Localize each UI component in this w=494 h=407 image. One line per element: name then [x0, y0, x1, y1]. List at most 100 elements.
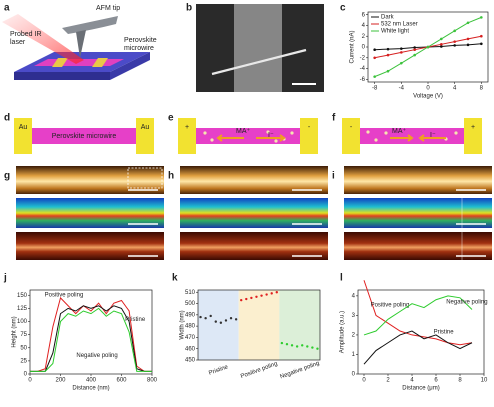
y-tick-label: 50 [20, 345, 27, 351]
data-point [270, 292, 273, 295]
x-tick-label: 4 [410, 378, 414, 384]
data-point [400, 61, 403, 65]
panel-label: f [332, 113, 336, 124]
data-point [204, 317, 207, 320]
y-tick-label: 0 [24, 372, 28, 378]
panel-label: i [332, 171, 335, 182]
label: Au [19, 124, 28, 131]
data-point [440, 45, 443, 48]
afm-maps [16, 166, 492, 260]
label: + [471, 124, 475, 131]
x-tick-label: 0 [362, 378, 366, 384]
label: Probed IR [10, 31, 42, 38]
device-f [342, 118, 482, 154]
y-tick-label: 460 [185, 346, 196, 352]
x-tick-label: 0 [426, 86, 430, 92]
x-tick-label: 4 [453, 86, 457, 92]
data-point [480, 34, 483, 38]
y-tick-label: 1 [352, 352, 356, 358]
series-label: Pristine [434, 330, 455, 336]
x-tick-label: 8 [480, 86, 484, 92]
panel-label: h [168, 171, 174, 182]
data-point [480, 16, 483, 19]
label: I⁻ [268, 132, 274, 139]
y-tick-label: 490 [185, 312, 196, 318]
series-label: Pristine [125, 317, 146, 323]
plot-frame [357, 289, 485, 375]
data-point [250, 296, 253, 300]
data-point [280, 341, 284, 345]
y-axis-label: Width (nm) [180, 310, 186, 339]
data-line [363, 280, 473, 346]
group-band [279, 290, 320, 360]
data-point [466, 37, 470, 41]
data-point [386, 53, 390, 57]
y-tick-label: 480 [185, 324, 196, 330]
data-point [413, 46, 416, 49]
data-point [466, 43, 470, 47]
x-axis-label: Distance (nm) [72, 386, 109, 392]
data-point [400, 47, 403, 50]
data-line [30, 296, 152, 372]
data-point [400, 51, 403, 54]
x-tick-label: 0 [28, 378, 32, 384]
y-axis-label: Current (nA) [350, 30, 356, 63]
y-tick-label: 2 [352, 333, 356, 339]
x-tick-label: 200 [55, 378, 66, 384]
x-tick-label: 6 [434, 378, 438, 384]
schematic-a [2, 14, 150, 80]
label: + [185, 124, 189, 131]
y-tick-label: 0 [362, 45, 366, 51]
data-point [275, 291, 278, 294]
y-tick-label: 75 [20, 332, 27, 338]
data-point [290, 344, 294, 347]
data-point [426, 45, 430, 49]
panel-label: k [172, 273, 178, 284]
data-point [466, 21, 470, 25]
panel-label: g [4, 171, 10, 182]
x-tick-label: 600 [116, 378, 127, 384]
y-tick-label: -6 [360, 77, 366, 83]
y-tick-label: -4 [360, 66, 366, 72]
y-tick-label: 100 [17, 319, 28, 325]
data-point [386, 47, 390, 51]
data-line [363, 295, 473, 336]
legend-label: 532 nm Laser [381, 22, 418, 28]
data-point [229, 317, 233, 320]
data-point [386, 69, 390, 73]
x-tick-label: 800 [147, 378, 158, 384]
data-point [301, 344, 304, 347]
sem-image-b [196, 4, 324, 92]
data-point [260, 294, 263, 297]
data-point [373, 56, 376, 60]
panel-label: b [186, 3, 192, 14]
plot-frame [29, 289, 153, 375]
data-point [219, 321, 223, 324]
data-point [209, 314, 212, 318]
series-label: Negative poling [446, 299, 487, 305]
y-tick-label: -2 [360, 55, 366, 61]
y-tick-label: 510 [185, 290, 196, 296]
legend-label: Dark [381, 15, 395, 21]
device-e [178, 118, 318, 154]
series-label: Negative poling [76, 353, 117, 359]
y-tick-label: 2 [362, 34, 366, 40]
data-point [224, 319, 228, 322]
data-point [373, 48, 376, 51]
y-axis-label: Height (nm) [12, 316, 18, 347]
data-point [480, 42, 483, 46]
data-point [311, 346, 314, 349]
group-band [238, 290, 280, 360]
data-point [440, 43, 443, 46]
panel-label: j [3, 273, 7, 284]
data-point [199, 315, 202, 319]
data-point [245, 297, 248, 301]
y-tick-label: 25 [20, 358, 27, 364]
x-tick-label: 10 [481, 378, 488, 384]
data-point [255, 295, 258, 298]
data-point [413, 53, 416, 57]
group-band [198, 290, 239, 360]
data-line [363, 330, 473, 365]
panel-label: l [340, 273, 343, 284]
